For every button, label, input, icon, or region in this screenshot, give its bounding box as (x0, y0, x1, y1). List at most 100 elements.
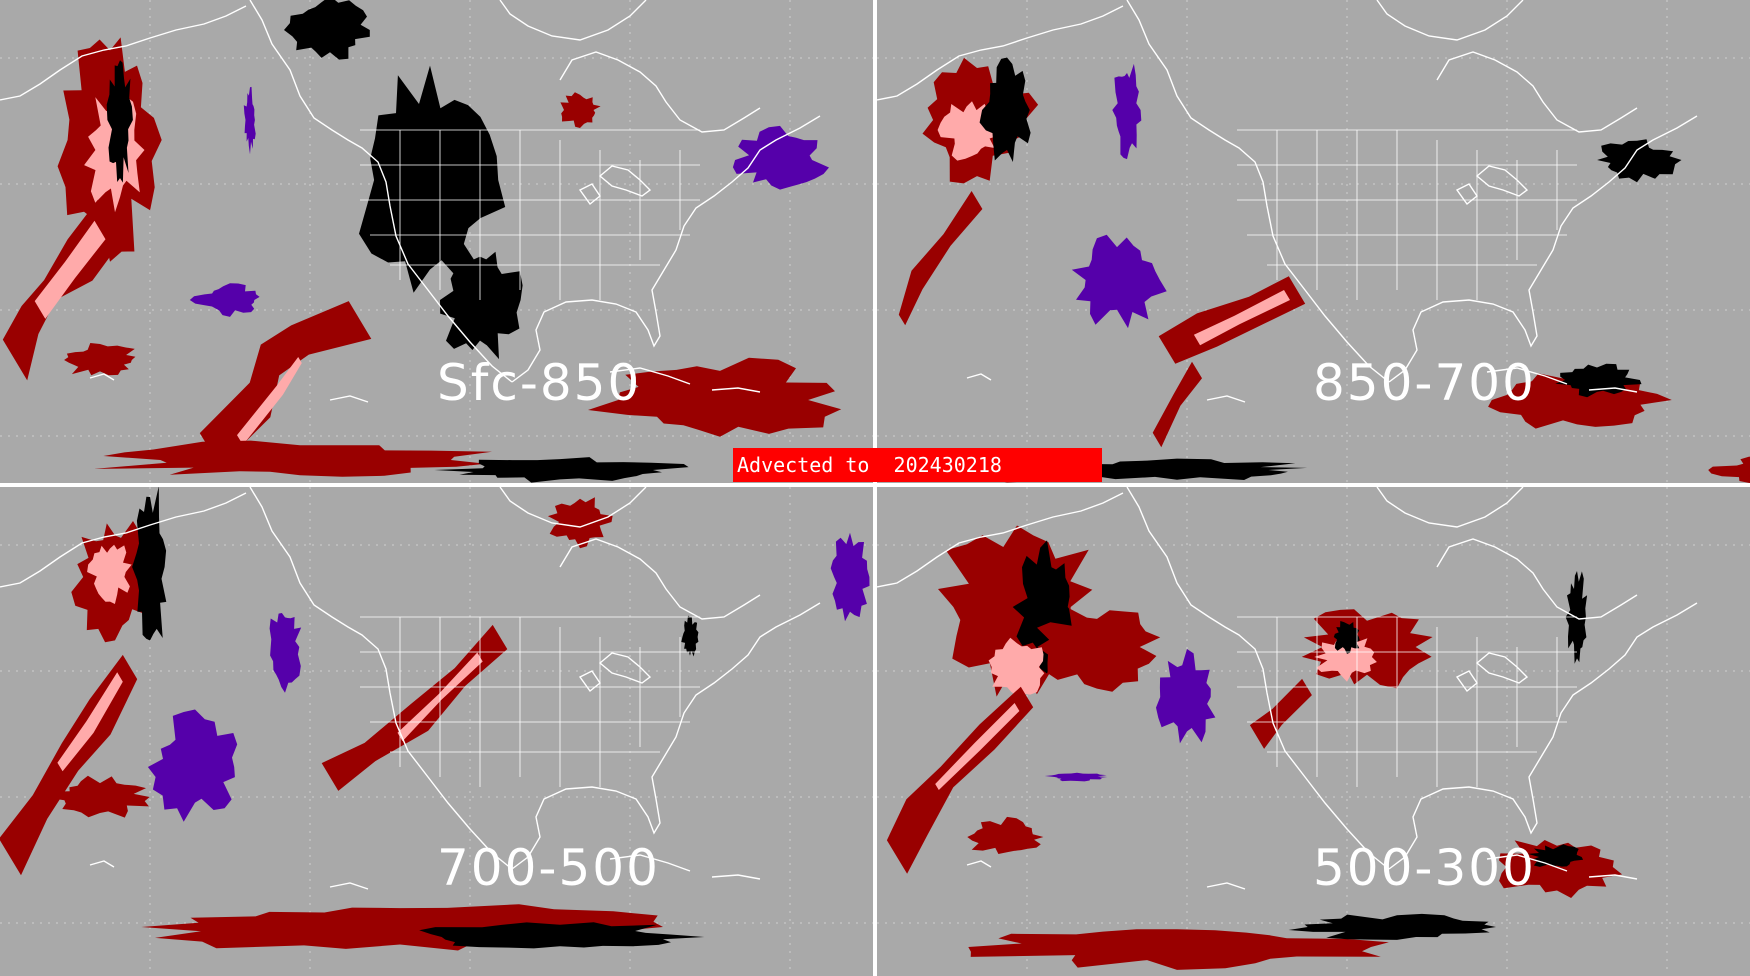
vertical-divider (873, 0, 877, 976)
black-region (681, 615, 699, 657)
dark-red-region (42, 775, 150, 818)
coastline (578, 670, 601, 693)
advected-date-banner: Advected to 202430218 (733, 448, 1102, 482)
purple-region (1044, 772, 1108, 782)
pink-region (935, 703, 1020, 790)
dark-red-region (588, 357, 842, 437)
panel-layer-label: 850-700 (1313, 354, 1536, 412)
coastline (598, 165, 652, 197)
coastline (1455, 183, 1478, 206)
coastline (1388, 115, 1698, 383)
pink-region (237, 357, 302, 445)
coastline (1376, 487, 1524, 528)
map-panel-3 (0, 487, 873, 970)
black-region (419, 922, 705, 949)
coastline (1475, 165, 1529, 197)
coastline (598, 652, 652, 684)
black-region (106, 60, 133, 183)
dark-red-region (199, 301, 372, 467)
coastline (511, 115, 821, 383)
black-region (434, 457, 689, 483)
coastline (1455, 670, 1478, 693)
dark-red-region (547, 497, 613, 549)
purple-region (830, 532, 870, 622)
black-region (1528, 844, 1584, 867)
coastline (711, 874, 761, 880)
coastline (329, 882, 369, 890)
coastline (1206, 882, 1246, 890)
coastline (877, 492, 1124, 588)
coastline (1376, 0, 1524, 41)
purple-region (269, 613, 302, 693)
coastline (1206, 395, 1246, 403)
map-canvas (0, 0, 873, 483)
pink-region (1193, 290, 1290, 346)
purple-region (189, 283, 260, 317)
map-panel-4 (877, 487, 1750, 970)
coastline (1588, 387, 1638, 393)
coastline (1436, 51, 1638, 133)
panel-layer-label: 700-500 (437, 839, 660, 897)
coastline (1475, 652, 1529, 684)
coastline (966, 860, 992, 868)
dark-red-region (968, 929, 1389, 970)
coastline (499, 487, 647, 528)
dark-red-region (938, 525, 1093, 697)
pink-region (988, 637, 1045, 697)
coastline (1486, 854, 1568, 872)
purple-region (243, 86, 256, 155)
coastline (1126, 0, 1390, 383)
pink-region (1314, 635, 1377, 682)
purple-region (147, 709, 238, 822)
dark-red-region (1152, 361, 1202, 448)
coastline (499, 0, 647, 41)
horizontal-divider (0, 483, 1750, 487)
panel-layer-label: Sfc-850 (437, 354, 642, 412)
coastline (0, 5, 247, 101)
black-region (284, 0, 370, 60)
coastline (609, 854, 691, 872)
map-panel-2 (877, 0, 1750, 483)
coastline (559, 538, 761, 620)
map-canvas (0, 487, 873, 970)
pink-region (87, 544, 132, 604)
coastline (0, 492, 247, 588)
dark-red-region (1249, 678, 1312, 749)
black-region (1597, 139, 1682, 183)
black-region (1288, 913, 1496, 940)
purple-region (1156, 649, 1216, 744)
black-region (979, 57, 1031, 162)
dark-red-region (898, 191, 983, 326)
coastline (877, 5, 1124, 101)
coastline (1126, 487, 1390, 870)
coastline (89, 860, 115, 868)
dark-red-region (560, 92, 601, 128)
coastline (559, 51, 761, 133)
black-region (1333, 621, 1360, 654)
coastline (711, 387, 761, 393)
dark-red-region (321, 624, 508, 791)
dark-red-region (967, 816, 1044, 854)
purple-region (1112, 63, 1142, 160)
purple-region (732, 125, 829, 190)
coastline (1486, 367, 1568, 385)
coastline (249, 487, 513, 870)
panel-layer-label: 500-300 (1313, 839, 1536, 897)
coastline (89, 373, 115, 381)
coastline (249, 0, 513, 383)
coastline (966, 373, 992, 381)
map-panel-1 (0, 0, 873, 483)
dark-red-region (94, 440, 492, 477)
coastline (329, 395, 369, 403)
coastline (1388, 602, 1698, 870)
dark-red-region (1037, 608, 1161, 692)
map-canvas (877, 487, 1750, 970)
purple-region (1071, 234, 1167, 329)
dark-red-region (64, 343, 136, 376)
map-canvas (877, 0, 1750, 483)
pink-region (34, 220, 106, 319)
coastline (578, 183, 601, 206)
black-region (132, 487, 167, 641)
coastline (1588, 874, 1638, 880)
